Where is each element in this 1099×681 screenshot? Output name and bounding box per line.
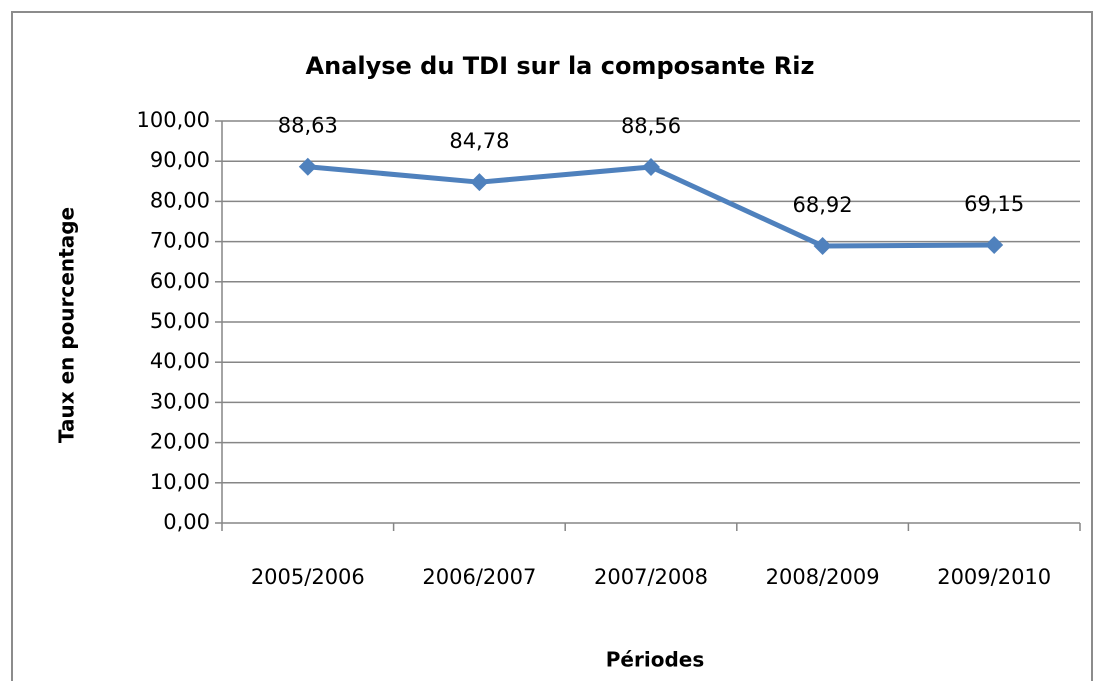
data-marker — [813, 236, 832, 255]
data-label: 68,92 — [793, 193, 853, 217]
y-tick-label: 70,00 — [150, 229, 210, 253]
x-axis-title: Périodes — [606, 648, 704, 672]
data-marker — [298, 157, 317, 176]
y-tick-label: 40,00 — [150, 349, 210, 373]
x-tick-label: 2005/2006 — [251, 565, 365, 589]
data-label: 88,56 — [621, 114, 681, 138]
data-label: 69,15 — [964, 192, 1024, 216]
y-tick-label: 50,00 — [150, 309, 210, 333]
y-tick-label: 20,00 — [150, 430, 210, 454]
y-tick-label: 30,00 — [150, 389, 210, 413]
data-label: 88,63 — [278, 114, 338, 138]
x-tick-label: 2006/2007 — [422, 565, 536, 589]
data-marker — [642, 157, 660, 176]
data-marker — [985, 236, 1004, 255]
y-tick-label: 80,00 — [150, 188, 210, 212]
chart-border — [11, 11, 1093, 681]
data-marker — [470, 173, 489, 192]
data-label: 84,78 — [449, 129, 509, 153]
y-tick-label: 10,00 — [150, 470, 210, 494]
y-tick-label: 0,00 — [163, 510, 210, 534]
x-tick-label: 2009/2010 — [937, 565, 1051, 589]
y-tick-label: 90,00 — [150, 148, 210, 172]
x-tick-label: 2008/2009 — [766, 565, 880, 589]
y-axis-title: Taux en pourcentage — [55, 207, 79, 443]
y-tick-label: 60,00 — [150, 269, 210, 293]
y-tick-label: 100,00 — [137, 108, 210, 132]
chart-title: Analyse du TDI sur la composante Riz — [306, 52, 815, 80]
x-tick-label: 2007/2008 — [594, 565, 708, 589]
